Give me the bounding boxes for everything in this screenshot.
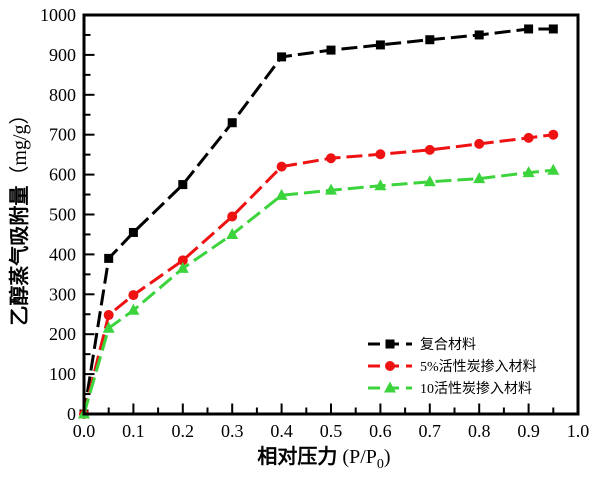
circle-marker	[103, 310, 114, 321]
x-tick-label: 1.0	[567, 421, 590, 441]
x-tick-label: 0.0	[73, 421, 96, 441]
axis-layer	[82, 13, 580, 416]
x-tick-label: 0.9	[517, 421, 540, 441]
series-line-1	[82, 133, 554, 415]
triangle-marker	[384, 381, 396, 393]
legend-item-0: 复合材料	[368, 336, 476, 353]
series-1	[79, 129, 559, 419]
series-2	[78, 163, 560, 419]
square-marker	[385, 339, 395, 349]
y-tick-label: 200	[49, 324, 76, 344]
square-marker	[375, 40, 385, 50]
legend: 复合材料 5%活性炭掺入材料 10活性炭掺入材料	[368, 336, 537, 397]
triangle-marker	[325, 183, 337, 195]
y-tick-label: 300	[49, 284, 76, 304]
legend-item-2: 10活性炭掺入材料	[368, 380, 532, 397]
x-tick-label: 0.4	[270, 421, 293, 441]
square-marker	[548, 24, 558, 34]
y-tick-label: 700	[49, 125, 76, 145]
triangle-marker	[102, 321, 115, 333]
triangle-marker	[423, 175, 436, 187]
square-marker	[128, 227, 138, 237]
y-tick-label: 0	[67, 404, 76, 424]
tick-label-layer: 0.0 0.1 0.2 0.3 0.4 0.5 0.6 0.7 0.8 0.9 1.0 0 100 200…	[40, 5, 589, 441]
circle-marker	[276, 161, 287, 172]
x-tick-label: 0.1	[122, 421, 145, 441]
legend-label-2: 10活性炭掺入材料	[420, 380, 532, 397]
triangle-marker	[275, 188, 288, 200]
legend-label-1: 5%活性炭掺入材料	[420, 358, 537, 375]
circle-marker	[424, 144, 435, 155]
triangle-marker	[226, 227, 239, 239]
square-marker	[326, 45, 336, 55]
square-marker	[227, 118, 237, 128]
plot-frame	[82, 13, 580, 416]
triangle-marker	[374, 179, 387, 191]
series-line-0	[82, 27, 554, 415]
x-tick-label: 0.5	[320, 421, 343, 441]
y-tick-label: 800	[49, 85, 76, 105]
circle-marker	[375, 149, 386, 160]
x-tick-label: 0.2	[172, 421, 195, 441]
triangle-marker	[176, 261, 189, 273]
circle-marker	[177, 255, 188, 266]
series-line-2	[82, 168, 554, 415]
triangle-marker	[127, 303, 140, 315]
y-tick-label: 900	[49, 45, 76, 65]
square-marker	[524, 24, 534, 34]
y-tick-label: 400	[49, 244, 76, 264]
y-tick-label: 1000	[40, 5, 76, 25]
square-marker	[277, 52, 287, 62]
series-layer	[78, 24, 560, 419]
x-tick-label: 0.6	[369, 421, 392, 441]
triangle-marker	[473, 172, 486, 184]
y-axis-title: 乙醇蒸气吸附量（mg/g）	[7, 104, 31, 325]
x-tick-label: 0.3	[221, 421, 244, 441]
y-tick-label: 600	[49, 165, 76, 185]
y-tick-label: 500	[49, 205, 76, 225]
axis-ticks	[83, 14, 579, 415]
circle-marker	[385, 361, 395, 371]
x-tick-label: 0.8	[468, 421, 491, 441]
square-marker	[425, 35, 435, 45]
square-marker	[474, 30, 484, 40]
square-marker	[178, 180, 188, 190]
circle-marker	[227, 211, 238, 222]
circle-marker	[523, 132, 534, 143]
circle-marker	[128, 290, 139, 301]
x-tick-label: 0.7	[419, 421, 442, 441]
square-marker	[104, 253, 114, 263]
circle-marker	[326, 153, 336, 164]
x-axis-title: 相对压力 (P/P0)	[257, 444, 390, 472]
circle-marker	[548, 129, 559, 140]
y-tick-label: 100	[49, 364, 76, 384]
triangle-marker	[522, 166, 535, 178]
triangle-marker	[547, 163, 560, 175]
legend-label-0: 复合材料	[420, 336, 476, 353]
legend-item-1: 5%活性炭掺入材料	[368, 358, 537, 375]
circle-marker	[474, 138, 485, 149]
